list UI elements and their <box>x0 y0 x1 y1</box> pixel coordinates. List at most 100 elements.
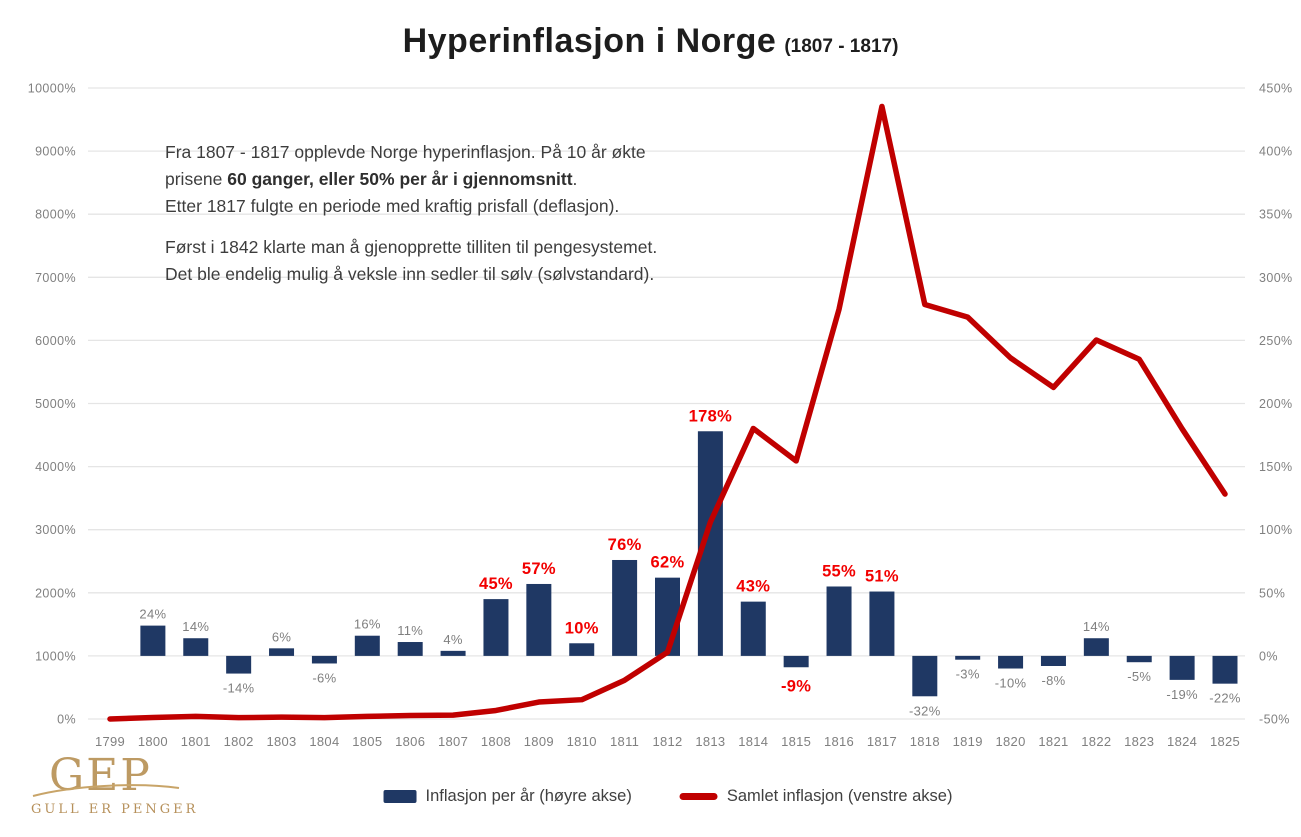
bar-label-1818: -32% <box>909 703 941 718</box>
bar-label-1817: 51% <box>865 568 899 586</box>
left-axis-tick: 10000% <box>28 82 76 96</box>
x-axis-label-1799: 1799 <box>95 734 125 749</box>
bar-1816 <box>826 586 852 656</box>
x-axis-label-1818: 1818 <box>910 734 940 749</box>
x-axis-label-1808: 1808 <box>481 734 511 749</box>
line-series-swatch <box>679 793 718 800</box>
left-axis-tick: 4000% <box>35 460 76 474</box>
bar-1815 <box>783 655 809 668</box>
bar-label-1825: -22% <box>1209 691 1241 706</box>
bar-label-1804: -6% <box>312 670 336 685</box>
x-axis-label-1802: 1802 <box>224 734 254 749</box>
left-axis-tick: 1000% <box>35 649 76 663</box>
left-axis-tick: 5000% <box>35 397 76 411</box>
x-axis-label-1804: 1804 <box>309 734 339 749</box>
bar-1804 <box>311 655 337 664</box>
bar-1822 <box>1083 638 1109 656</box>
bar-label-1802: -14% <box>223 681 255 696</box>
bar-label-1822: 14% <box>1083 619 1110 634</box>
x-axis-label-1815: 1815 <box>781 734 811 749</box>
right-axis-tick: -50% <box>1259 713 1290 727</box>
x-axis-label-1822: 1822 <box>1081 734 1111 749</box>
x-axis-label-1820: 1820 <box>996 734 1026 749</box>
bar-1825 <box>1212 655 1238 684</box>
left-axis-tick: 6000% <box>35 334 76 348</box>
left-axis-tick: 3000% <box>35 523 76 537</box>
x-axis-label-1810: 1810 <box>567 734 597 749</box>
x-axis-label-1806: 1806 <box>395 734 425 749</box>
annotation-line: Fra 1807 - 1817 opplevde Norge hyperinfl… <box>165 142 646 162</box>
bar-1814 <box>740 601 766 656</box>
bar-label-1807: 4% <box>443 632 463 647</box>
bar-label-1800: 24% <box>139 607 166 622</box>
left-axis-tick: 8000% <box>35 208 76 222</box>
bar-label-1824: -19% <box>1166 687 1198 702</box>
x-axis-label-1801: 1801 <box>181 734 211 749</box>
bar-label-1805: 16% <box>354 617 381 632</box>
bar-1802 <box>226 655 252 674</box>
annotation-line: Etter 1817 fulgte en periode med kraftig… <box>165 196 620 216</box>
bar-series-swatch <box>383 790 417 803</box>
chart-subtitle: (1807 - 1817) <box>784 36 899 57</box>
right-axis-tick: 150% <box>1259 460 1293 474</box>
bar-label-1821: -8% <box>1041 673 1065 688</box>
annotation-line: Det ble endelig mulig å veksle inn sedle… <box>165 264 655 284</box>
bar-label-1819: -3% <box>956 667 980 682</box>
annotation-paragraph-1: Fra 1807 - 1817 opplevde Norge hyperinfl… <box>165 139 785 220</box>
annotation-line: Først i 1842 klarte man å gjenopprette t… <box>165 237 658 257</box>
bar-1824 <box>1169 655 1195 680</box>
x-axis-label-1816: 1816 <box>824 734 854 749</box>
left-axis-tick: 0% <box>57 713 76 727</box>
bar-1805 <box>354 635 380 656</box>
cumulative-inflation-line <box>107 103 1228 722</box>
bar-1820 <box>998 655 1024 669</box>
bar-label-1803: 6% <box>272 629 292 644</box>
bar-1806 <box>397 642 423 656</box>
x-axis-label-1809: 1809 <box>524 734 554 749</box>
legend-item-line: Samlet inflasjon (venstre akse) <box>679 787 952 806</box>
gep-logo: GEP GULL ER PENGER <box>31 752 199 818</box>
right-axis-tick: 100% <box>1259 523 1293 537</box>
annotation-bold: 60 ganger, eller 50% per år i gjennomsni… <box>227 169 573 189</box>
bar-1818 <box>912 655 938 697</box>
bar-label-1814: 43% <box>736 578 770 596</box>
x-axis-label-1825: 1825 <box>1210 734 1240 749</box>
annotation-text: Fra 1807 - 1817 opplevde Norge hyperinfl… <box>165 139 785 302</box>
bar-label-1823: -5% <box>1127 669 1151 684</box>
bar-1808 <box>483 599 509 656</box>
bar-label-1810: 10% <box>565 619 599 637</box>
bar-label-1808: 45% <box>479 575 513 593</box>
x-axis-label-1807: 1807 <box>438 734 468 749</box>
x-axis-label-1824: 1824 <box>1167 734 1197 749</box>
bar-1810 <box>569 643 595 656</box>
annotation-paragraph-2: Først i 1842 klarte man å gjenopprette t… <box>165 234 785 288</box>
right-axis-tick: 250% <box>1259 334 1293 348</box>
x-axis-label-1823: 1823 <box>1124 734 1154 749</box>
bar-label-1812: 62% <box>651 554 685 572</box>
bar-label-1811: 76% <box>608 536 642 554</box>
annotation-line: . <box>572 169 578 189</box>
bar-label-1815: -9% <box>781 677 811 695</box>
right-axis-tick: 300% <box>1259 271 1293 285</box>
x-axis-label-1805: 1805 <box>352 734 382 749</box>
bar-label-1813: 178% <box>689 407 732 425</box>
bar-1809 <box>526 583 552 656</box>
bar-1823 <box>1126 655 1152 663</box>
left-axis-tick: 2000% <box>35 586 76 600</box>
right-axis-tick: 200% <box>1259 397 1293 411</box>
logo-tagline: GULL ER PENGER <box>31 802 199 817</box>
bar-1801 <box>183 638 209 656</box>
bar-1803 <box>269 648 295 656</box>
right-axis-tick: 400% <box>1259 145 1293 159</box>
x-axis-label-1821: 1821 <box>1038 734 1068 749</box>
right-axis-tick: 350% <box>1259 208 1293 222</box>
x-axis-label-1811: 1811 <box>610 734 639 749</box>
left-axis-tick: 9000% <box>35 145 76 159</box>
right-axis-tick: 0% <box>1259 649 1278 663</box>
annotation-line: prisene <box>165 169 228 189</box>
bar-label-1801: 14% <box>182 619 209 634</box>
x-axis-label-1803: 1803 <box>266 734 296 749</box>
bar-label-1820: -10% <box>995 676 1027 691</box>
page-title: Hyperinflasjon i Norge (1807 - 1817) <box>0 22 1301 61</box>
x-axis-label-1819: 1819 <box>953 734 983 749</box>
